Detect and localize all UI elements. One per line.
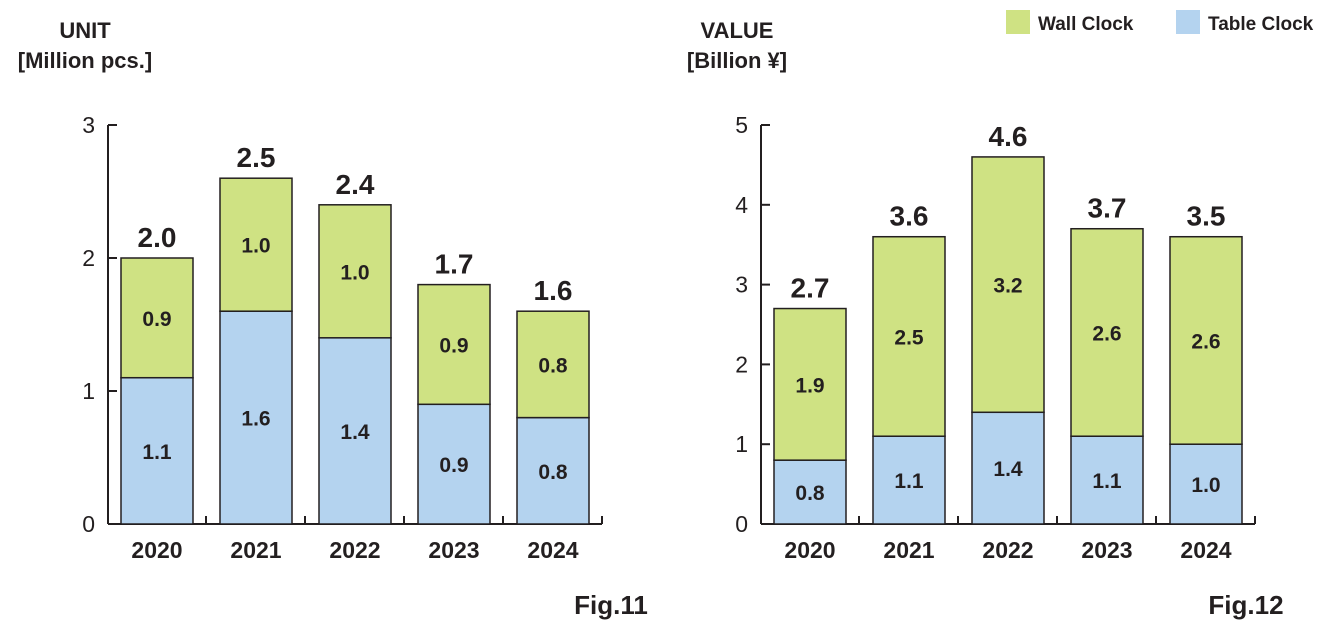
unit-bar-label-wall-clock-2024: 0.8 [538, 354, 568, 377]
value-chart: 0 1 2 3 4 5 0.8 1.9 2.7 2020 1.1 2.5 3.6 2021 1.4 3.2 4.… [735, 112, 1256, 563]
value-bar-wall-clock-2023 [1070, 227, 1144, 437]
unit-bar-wall-clock-2022 [318, 204, 392, 339]
unit-bar-wall-clock-2024 [516, 310, 590, 419]
legend: Wall Clock Table Clock [1006, 10, 1314, 35]
value-total-label-2021: 3.6 [890, 201, 929, 232]
value-bar-label-wall-clock-2022: 3.2 [993, 275, 1022, 298]
unit-category-label-2021: 2021 [230, 537, 281, 563]
unit-bar-label-table-clock-2022: 1.4 [340, 421, 370, 444]
value-bar-table-clock-2024 [1169, 443, 1243, 525]
unit-category-label-2022: 2022 [329, 537, 380, 563]
value-y-tick-label: 3 [735, 272, 748, 298]
legend-swatch-table-clock [1176, 10, 1200, 34]
unit-total-label-2024: 1.6 [534, 275, 573, 306]
value-category-label-2021: 2021 [883, 537, 934, 563]
unit-chart: 0 1 2 3 1.1 0.9 2.0 2020 1.6 1.0 2.5 2021 1.4 1.0 2.4 2… [82, 112, 603, 563]
unit-y-tick-label: 2 [82, 245, 95, 271]
unit-bar-table-clock-2020 [120, 376, 194, 525]
unit-bar-label-wall-clock-2023: 0.9 [439, 334, 468, 357]
unit-category-label-2024: 2024 [527, 537, 578, 563]
unit-total-label-2022: 2.4 [336, 169, 375, 200]
unit-bar-table-clock-2021 [219, 310, 293, 525]
unit-bar-label-wall-clock-2020: 0.9 [142, 308, 171, 331]
value-bar-label-table-clock-2022: 1.4 [993, 458, 1023, 481]
value-bar-label-table-clock-2024: 1.0 [1191, 474, 1220, 497]
legend-label-table-clock: Table Clock [1208, 14, 1314, 35]
value-category-label-2023: 2023 [1081, 537, 1132, 563]
unit-total-label-2020: 2.0 [138, 222, 177, 253]
chart1-figure-label: Fig.11 [574, 590, 648, 620]
unit-bar-label-table-clock-2023: 0.9 [439, 454, 468, 477]
unit-y-tick-label: 0 [82, 511, 95, 537]
unit-bar-label-wall-clock-2022: 1.0 [340, 261, 369, 284]
value-bar-label-table-clock-2023: 1.1 [1092, 470, 1122, 493]
chart1-title: UNIT [59, 18, 111, 43]
unit-bar-wall-clock-2020 [120, 257, 194, 379]
unit-total-label-2021: 2.5 [237, 142, 276, 173]
unit-bar-wall-clock-2021 [219, 177, 293, 312]
value-bar-wall-clock-2022 [971, 156, 1045, 414]
value-y-tick-label: 4 [735, 192, 748, 218]
value-bar-label-table-clock-2021: 1.1 [894, 470, 924, 493]
value-y-tick-label: 5 [735, 112, 748, 138]
value-total-label-2024: 3.5 [1187, 201, 1226, 232]
value-bar-table-clock-2021 [872, 435, 946, 525]
value-category-label-2020: 2020 [784, 537, 835, 563]
legend-swatch-wall-clock [1006, 10, 1030, 34]
unit-bar-wall-clock-2023 [417, 283, 491, 406]
value-total-label-2023: 3.7 [1088, 193, 1127, 224]
value-bar-wall-clock-2021 [872, 235, 946, 437]
value-bar-table-clock-2022 [971, 411, 1045, 525]
unit-total-label-2023: 1.7 [435, 249, 474, 280]
chart2-figure-label: Fig.12 [1208, 590, 1283, 620]
value-y-tick-label: 2 [735, 351, 748, 377]
unit-bar-label-table-clock-2021: 1.6 [241, 408, 270, 431]
value-bar-label-wall-clock-2020: 1.9 [795, 374, 824, 397]
unit-category-label-2023: 2023 [428, 537, 479, 563]
unit-bar-table-clock-2022 [318, 337, 392, 525]
value-total-label-2020: 2.7 [791, 273, 830, 304]
value-bar-label-wall-clock-2021: 2.5 [894, 326, 924, 349]
chart2-unit-label: [Billion ¥] [687, 48, 787, 73]
chart2-title: VALUE [701, 18, 774, 43]
unit-category-label-2020: 2020 [131, 537, 182, 563]
value-total-label-2022: 4.6 [989, 121, 1028, 152]
value-bar-wall-clock-2020 [773, 307, 847, 461]
unit-bar-label-table-clock-2020: 1.1 [142, 441, 172, 464]
value-bar-table-clock-2023 [1070, 435, 1144, 525]
value-bar-label-wall-clock-2023: 2.6 [1092, 322, 1121, 345]
unit-bar-table-clock-2024 [516, 416, 590, 525]
unit-bar-label-table-clock-2024: 0.8 [538, 461, 568, 484]
unit-y-tick-label: 3 [82, 112, 95, 138]
value-y-tick-label: 1 [735, 431, 748, 457]
value-category-label-2024: 2024 [1180, 537, 1231, 563]
unit-y-tick-label: 1 [82, 378, 95, 404]
value-bar-label-table-clock-2020: 0.8 [795, 482, 825, 505]
unit-bar-label-wall-clock-2021: 1.0 [241, 235, 270, 258]
value-category-label-2022: 2022 [982, 537, 1033, 563]
value-bar-label-wall-clock-2024: 2.6 [1191, 330, 1220, 353]
value-bar-wall-clock-2024 [1169, 235, 1243, 445]
chart1-unit-label: [Million pcs.] [18, 48, 152, 73]
legend-label-wall-clock: Wall Clock [1038, 14, 1134, 35]
value-y-tick-label: 0 [735, 511, 748, 537]
